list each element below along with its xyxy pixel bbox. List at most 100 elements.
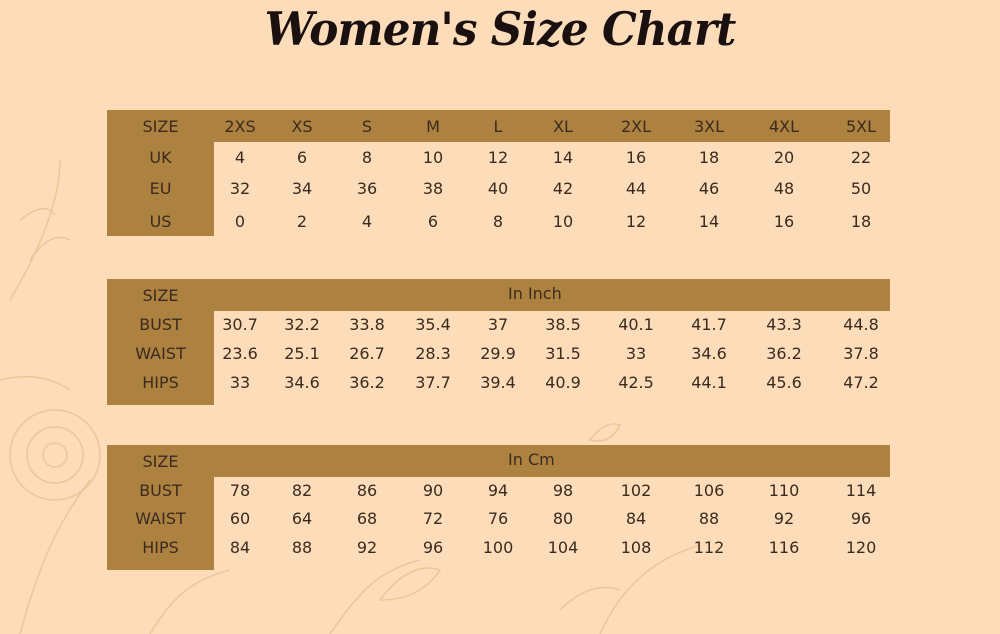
table-cell: 88 [291, 538, 313, 557]
table-cell: 37.7 [415, 373, 451, 392]
table-cell: 34.6 [691, 344, 727, 363]
unit-label: In Cm [508, 450, 555, 469]
table-cell: 22 [850, 148, 872, 167]
size-header-cell: L [493, 117, 503, 136]
size-header-cell: XL [553, 117, 573, 136]
row-label: US [149, 212, 172, 231]
table-cell: 76 [487, 509, 509, 528]
table-cell: 36.2 [349, 373, 385, 392]
row-label: WAIST [135, 509, 186, 528]
table-cell: 39.4 [480, 373, 516, 392]
table-cell: 36 [356, 179, 378, 198]
table-cell: 23.6 [222, 344, 258, 363]
table-cell: 12 [625, 212, 647, 231]
size-header-cell: 3XL [693, 117, 725, 136]
table-cell: 14 [552, 148, 574, 167]
table-cell: 40 [487, 179, 509, 198]
table-cell: 104 [547, 538, 579, 557]
table-cell: 80 [552, 509, 574, 528]
table-cell: 120 [845, 538, 877, 557]
table-cell: 8 [492, 212, 504, 231]
table-cell: 94 [487, 481, 509, 500]
table-cell: 32 [229, 179, 251, 198]
table-cell: 102 [620, 481, 652, 500]
table-cell: 86 [356, 481, 378, 500]
table-cell: 26.7 [349, 344, 385, 363]
table-cell: 50 [850, 179, 872, 198]
table-cell: 38.5 [545, 315, 581, 334]
size-header-cell: XS [291, 117, 313, 136]
page-title: Women's Size Chart [264, 2, 737, 56]
table-cell: 28.3 [415, 344, 451, 363]
table-cell: 32.2 [284, 315, 320, 334]
size-header-cell: 2XL [620, 117, 652, 136]
table-cell: 37.8 [843, 344, 879, 363]
header-label: SIZE [142, 117, 179, 136]
table-cell: 12 [487, 148, 509, 167]
row-label: HIPS [142, 538, 179, 557]
table-cell: 2 [296, 212, 308, 231]
table-cell: 34.6 [284, 373, 320, 392]
label-column [107, 110, 214, 236]
table-cell: 88 [698, 509, 720, 528]
header-band [107, 279, 890, 311]
row-label: UK [149, 148, 172, 167]
row-label: BUST [139, 315, 182, 334]
table-cell: 4 [361, 212, 373, 231]
table-cell: 31.5 [545, 344, 581, 363]
size-header-cell: S [361, 117, 373, 136]
table-cell: 4 [234, 148, 246, 167]
header-label: SIZE [142, 286, 179, 305]
table-cell: 114 [845, 481, 877, 500]
table-cell: 37 [487, 315, 509, 334]
table-cell: 16 [773, 212, 795, 231]
table-cell: 45.6 [766, 373, 802, 392]
table-cell: 14 [698, 212, 720, 231]
table-cell: 16 [625, 148, 647, 167]
table-cell: 41.7 [691, 315, 727, 334]
table-cell: 10 [552, 212, 574, 231]
label-column [107, 279, 214, 405]
table-cell: 34 [291, 179, 313, 198]
table-cell: 98 [552, 481, 574, 500]
table-cell: 108 [620, 538, 652, 557]
row-label: BUST [139, 481, 182, 500]
table-cell: 92 [773, 509, 795, 528]
header-band [107, 445, 890, 477]
row-label: HIPS [142, 373, 179, 392]
row-label: WAIST [135, 344, 186, 363]
size-header-cell: 4XL [768, 117, 800, 136]
table-cell: 40.1 [618, 315, 654, 334]
table-cell: 36.2 [766, 344, 802, 363]
table-cell: 0 [234, 212, 246, 231]
table-cell: 42.5 [618, 373, 654, 392]
label-column [107, 445, 214, 570]
table-cell: 46 [698, 179, 720, 198]
table-cell: 68 [356, 509, 378, 528]
table-cell: 84 [229, 538, 251, 557]
table-cell: 106 [693, 481, 725, 500]
table-cell: 116 [768, 538, 800, 557]
size-header-cell: 2XS [224, 117, 256, 136]
table-cell: 38 [422, 179, 444, 198]
table-cell: 64 [291, 509, 313, 528]
size-header-cell: M [426, 117, 440, 136]
table-cell: 42 [552, 179, 574, 198]
table-cell: 72 [422, 509, 444, 528]
row-label: EU [149, 179, 172, 198]
table-cell: 84 [625, 509, 647, 528]
table-cell: 10 [422, 148, 444, 167]
size-header-cell: 5XL [845, 117, 877, 136]
table-cell: 33 [229, 373, 251, 392]
table-cell: 110 [768, 481, 800, 500]
table-cell: 33 [625, 344, 647, 363]
table-cell: 78 [229, 481, 251, 500]
header-band [107, 110, 890, 142]
table-cell: 44.1 [691, 373, 727, 392]
table-cell: 92 [356, 538, 378, 557]
table-cell: 82 [291, 481, 313, 500]
table-cell: 96 [850, 509, 872, 528]
table-cell: 25.1 [284, 344, 320, 363]
table-cell: 29.9 [480, 344, 516, 363]
table-cell: 43.3 [766, 315, 802, 334]
